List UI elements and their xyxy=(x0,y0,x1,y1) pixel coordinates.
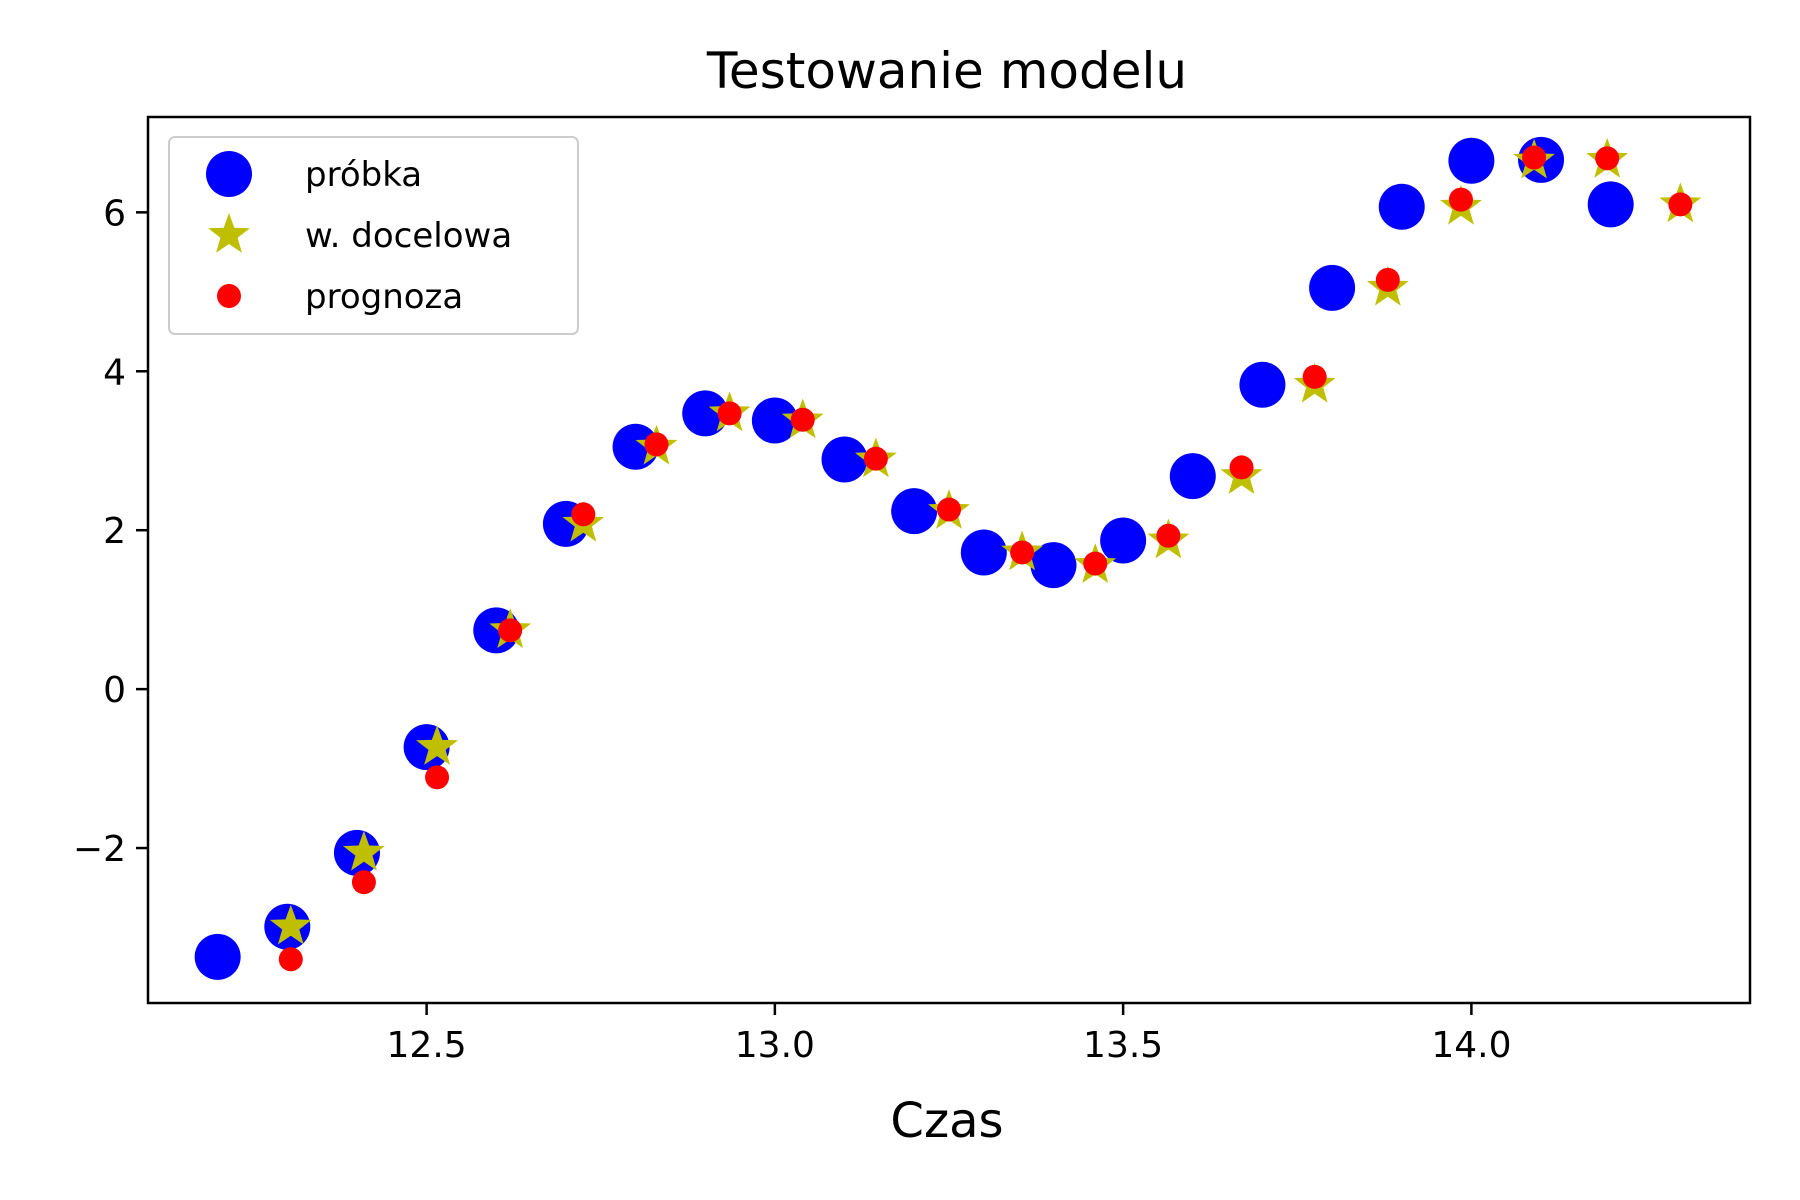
x-tick-label: 14.0 xyxy=(1431,1025,1511,1066)
marker-prognoza-12 xyxy=(1156,523,1181,548)
marker-prognoza-11 xyxy=(1083,551,1108,576)
marker-pr-bka-14 xyxy=(1169,453,1216,500)
marker-prognoza-0 xyxy=(278,947,303,972)
marker-pr-bka-18 xyxy=(1448,137,1495,184)
marker-prognoza-4 xyxy=(571,502,596,527)
y-tick-label: 6 xyxy=(103,193,126,234)
x-axis-label: Czas xyxy=(890,1093,1003,1149)
y-tick-label: 0 xyxy=(103,670,126,711)
marker-pr-bka-9 xyxy=(821,436,868,483)
marker-prognoza-1 xyxy=(351,870,376,895)
legend-marker-pr-bka xyxy=(206,151,252,197)
legend-marker-w-docelowa xyxy=(208,213,250,253)
plot-markers xyxy=(194,136,1702,980)
marker-prognoza-9 xyxy=(937,497,961,522)
marker-pr-bka-8 xyxy=(751,397,798,444)
marker-prognoza-10 xyxy=(1010,540,1035,565)
marker-prognoza-13 xyxy=(1229,455,1254,480)
marker-prognoza-18 xyxy=(1595,146,1620,171)
marker-prognoza-3 xyxy=(498,618,523,643)
marker-pr-bka-10 xyxy=(891,488,938,535)
marker-pr-bka-0 xyxy=(194,933,241,980)
marker-prognoza-19 xyxy=(1668,192,1693,217)
legend-label: prognoza xyxy=(305,277,463,317)
x-axis: 12.5 13.0 13.5 14.0 xyxy=(387,1003,1511,1066)
marker-w-docelowa-1 xyxy=(343,830,385,871)
y-tick-label: −2 xyxy=(73,829,126,870)
x-tick-label: 12.5 xyxy=(387,1025,467,1066)
marker-prognoza-5 xyxy=(644,432,669,457)
chart-title: Testowanie modelu xyxy=(706,42,1187,100)
legend: próbka w. docelowa prognoza xyxy=(168,136,579,335)
y-tick-label: 2 xyxy=(103,511,126,552)
x-tick-label: 13.5 xyxy=(1083,1025,1163,1066)
marker-prognoza-14 xyxy=(1302,364,1327,389)
marker-pr-bka-13 xyxy=(1100,517,1147,564)
marker-pr-bka-7 xyxy=(682,390,729,437)
marker-prognoza-7 xyxy=(790,407,815,432)
legend-box xyxy=(168,136,579,335)
marker-pr-bka-12 xyxy=(1030,542,1077,589)
marker-pr-bka-11 xyxy=(960,529,1007,576)
marker-prognoza-15 xyxy=(1375,267,1400,292)
marker-w-docelowa-0 xyxy=(269,904,312,945)
marker-prognoza-17 xyxy=(1522,145,1547,170)
marker-pr-bka-16 xyxy=(1309,264,1356,311)
marker-prognoza-6 xyxy=(717,401,742,426)
marker-prognoza-16 xyxy=(1448,187,1473,212)
marker-prognoza-2 xyxy=(425,765,450,790)
y-axis: −2 0 2 4 6 xyxy=(73,193,148,870)
marker-w-docelowa-2 xyxy=(416,725,458,765)
y-tick-label: 4 xyxy=(103,352,126,393)
legend-marker-prognoza xyxy=(217,284,241,308)
marker-pr-bka-17 xyxy=(1378,183,1425,230)
legend-label: próbka xyxy=(305,155,422,195)
legend-label: w. docelowa xyxy=(305,216,512,256)
plot-frame xyxy=(146,115,1752,1005)
marker-pr-bka-15 xyxy=(1239,361,1286,408)
marker-pr-bka-20 xyxy=(1587,181,1634,228)
marker-prognoza-8 xyxy=(863,446,888,471)
x-tick-label: 13.0 xyxy=(735,1025,815,1066)
